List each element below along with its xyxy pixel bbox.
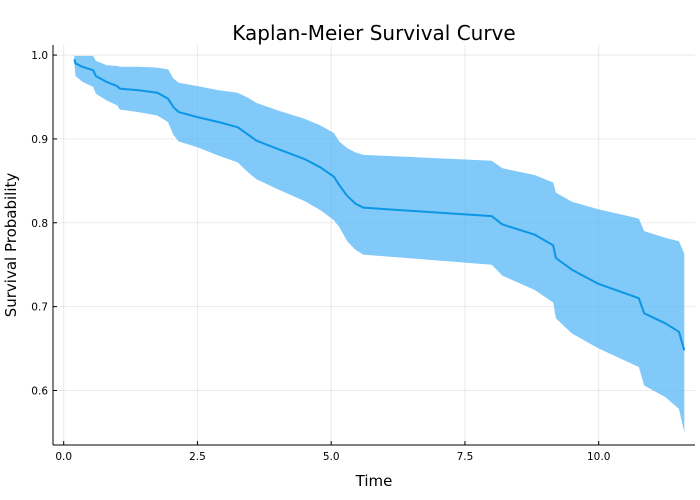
y-tick-label: 1.0 (31, 50, 48, 62)
y-axis-ticks: 0.6 0.7 0.8 0.9 1.0 (31, 50, 57, 397)
chart-title: Kaplan-Meier Survival Curve (232, 21, 515, 45)
y-tick-label: 0.7 (31, 302, 48, 314)
x-tick-label: 0.0 (55, 451, 72, 463)
y-tick-label: 0.9 (31, 134, 48, 146)
confidence-band (74, 55, 685, 433)
x-tick-label: 7.5 (457, 451, 474, 463)
survival-curve-line (73, 59, 686, 351)
y-tick-label: 0.6 (31, 385, 48, 397)
x-axis-ticks: 0.0 2.5 5.0 7.5 10.0 (55, 441, 610, 463)
y-tick-label: 0.8 (31, 218, 48, 230)
y-axis-label: Survival Probability (2, 173, 20, 318)
x-tick-label: 10.0 (587, 451, 610, 463)
x-tick-label: 2.5 (189, 451, 206, 463)
x-axis-label: Time (355, 472, 393, 490)
x-tick-label: 5.0 (323, 451, 340, 463)
